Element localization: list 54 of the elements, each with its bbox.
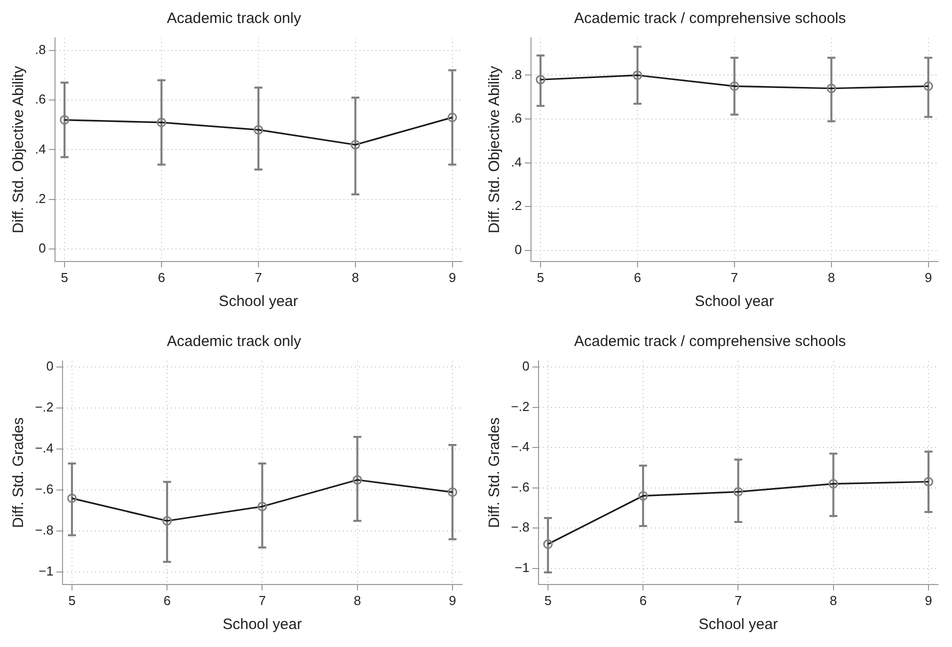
x-tick-label: 7 bbox=[730, 270, 738, 285]
y-tick-label: .2 bbox=[35, 190, 46, 206]
y-tick-label: .2 bbox=[511, 198, 522, 214]
y-tick-label: −.8 bbox=[34, 522, 54, 538]
x-tick-label: 6 bbox=[163, 592, 171, 608]
x-tick-label: 8 bbox=[354, 592, 361, 608]
x-tick-label: 5 bbox=[60, 270, 68, 285]
x-tick-label: 6 bbox=[634, 270, 642, 285]
x-tick-label: 7 bbox=[258, 592, 266, 608]
y-tick-label: 0 bbox=[522, 358, 530, 374]
y-tick-label: −.8 bbox=[510, 520, 530, 535]
y-tick-label: −.6 bbox=[510, 479, 530, 494]
x-tick-label: 5 bbox=[536, 270, 544, 285]
x-tick-label: 6 bbox=[158, 270, 166, 285]
y-axis-title: Diff. Std. Grades bbox=[10, 417, 28, 528]
x-axis-title: School year bbox=[222, 616, 302, 634]
y-tick-label: −.6 bbox=[34, 482, 54, 497]
y-tick-label: 0 bbox=[46, 358, 54, 374]
chart-title: Academic track / comprehensive schools bbox=[574, 10, 846, 28]
y-tick-label: .8 bbox=[511, 66, 522, 82]
x-tick-label: 9 bbox=[448, 270, 456, 285]
y-tick-label: −.4 bbox=[510, 439, 530, 454]
y-tick-label: .4 bbox=[35, 141, 46, 156]
y-tick-label: 0 bbox=[514, 242, 522, 258]
y-tick-label: .6 bbox=[35, 92, 46, 107]
x-tick-label: 5 bbox=[544, 592, 552, 608]
y-tick-label: .8 bbox=[35, 42, 46, 57]
y-tick-label: −1 bbox=[514, 560, 530, 575]
chart-title: Academic track only bbox=[166, 10, 302, 28]
y-axis-title: Diff. Std. Objective Ability bbox=[10, 66, 28, 234]
x-tick-label: 9 bbox=[448, 592, 456, 608]
x-tick-label: 9 bbox=[924, 270, 932, 285]
x-tick-label: 6 bbox=[639, 592, 647, 608]
x-axis-title: School year bbox=[218, 293, 298, 310]
y-axis-title: Diff. Std. Objective Ability bbox=[486, 66, 504, 234]
y-tick-label: −.2 bbox=[510, 398, 530, 414]
x-tick-label: 9 bbox=[924, 592, 932, 608]
x-tick-label: 8 bbox=[828, 270, 835, 285]
x-tick-label: 5 bbox=[68, 592, 76, 608]
y-tick-label: −.2 bbox=[34, 400, 54, 415]
x-axis-title: School year bbox=[694, 293, 774, 310]
chart-title: Academic track / comprehensive schools bbox=[574, 333, 846, 350]
y-tick-label: 0 bbox=[38, 240, 46, 256]
x-axis-title: School year bbox=[698, 616, 778, 634]
y-tick-label: .6 bbox=[511, 110, 522, 126]
x-tick-label: 7 bbox=[254, 270, 262, 285]
x-tick-label: 7 bbox=[734, 592, 742, 608]
y-tick-label: −.4 bbox=[34, 440, 54, 456]
x-tick-label: 8 bbox=[352, 270, 359, 285]
chart-title: Academic track only bbox=[166, 333, 302, 350]
x-tick-label: 8 bbox=[830, 592, 837, 608]
y-axis-title: Diff. Std. Grades bbox=[486, 417, 504, 528]
y-tick-label: −1 bbox=[38, 564, 54, 579]
y-tick-label: .4 bbox=[511, 154, 522, 170]
